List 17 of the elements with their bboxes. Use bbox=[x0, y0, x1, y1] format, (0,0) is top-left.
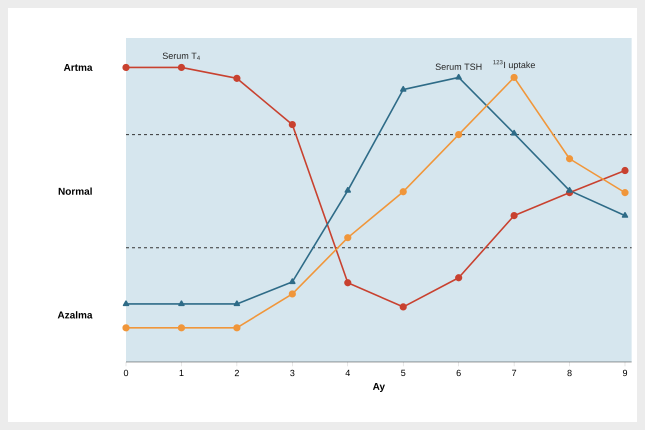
x-tick-label: 6 bbox=[456, 370, 461, 376]
x-tick-label: 7 bbox=[512, 370, 516, 376]
text: Normal bbox=[58, 187, 92, 195]
series-label: Serum T$_{4}$ bbox=[162, 52, 200, 60]
text: Azalma bbox=[58, 311, 93, 319]
x-tick-label: 3 bbox=[290, 370, 294, 376]
x-tick-label: 4 bbox=[345, 370, 350, 376]
series-label: Serum TSH bbox=[436, 64, 482, 70]
x-tick-label: 1 bbox=[180, 370, 184, 376]
x-axis-title: Ay bbox=[372, 383, 385, 392]
x-tick-label: 2 bbox=[234, 370, 239, 376]
text: Artma bbox=[64, 64, 93, 71]
x-tick-label: 5 bbox=[401, 370, 406, 376]
x-tick-label: 0 bbox=[124, 370, 128, 376]
x-tick-label: 8 bbox=[567, 370, 572, 376]
series-label: $^{123}$I uptake bbox=[493, 60, 535, 70]
x-tick-label: 9 bbox=[622, 370, 628, 376]
